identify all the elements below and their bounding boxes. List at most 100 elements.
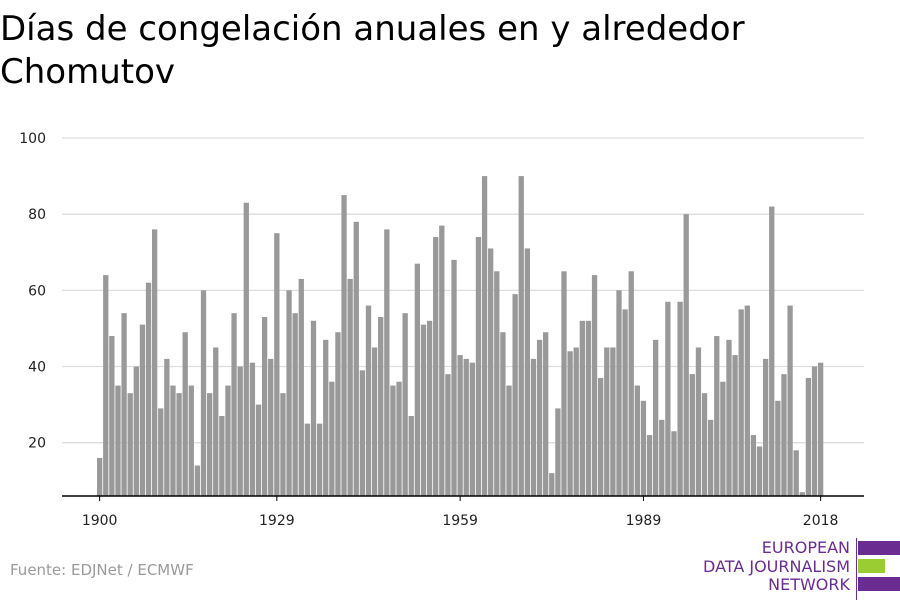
bar-2008 — [756, 446, 763, 496]
bar-1902 — [109, 336, 115, 496]
y-tick-label: 20 — [28, 436, 46, 452]
bar-1942 — [353, 221, 359, 496]
bar-2014 — [793, 450, 799, 496]
y-tick-label: 40 — [28, 360, 46, 376]
bar-1927 — [261, 317, 268, 496]
bar-1951 — [408, 416, 414, 496]
bar-2012 — [781, 374, 787, 496]
logo-purple-bar-bottom — [858, 577, 900, 591]
bar-1974 — [549, 473, 555, 496]
bar-1972 — [536, 339, 543, 496]
bar-2002 — [720, 381, 726, 496]
bar-1996 — [683, 214, 689, 496]
bar-1998 — [695, 347, 702, 496]
bar-1958 — [451, 259, 457, 496]
edjnet-logo[interactable]: EUROPEAN DATA JOURNALISM NETWORK — [700, 538, 900, 600]
y-tick-label: 100 — [19, 131, 46, 147]
bar-1936 — [316, 423, 323, 496]
bar-1968 — [512, 294, 518, 496]
x-tick-label: 1989 — [626, 513, 662, 529]
bar-1931 — [286, 290, 292, 496]
bar-1910 — [158, 408, 164, 496]
x-tick-label: 1900 — [82, 513, 118, 529]
bar-1977 — [567, 351, 573, 496]
bar-1970 — [524, 248, 530, 496]
bar-1915 — [188, 385, 194, 496]
bar-1989 — [640, 400, 647, 496]
bar-1923 — [237, 366, 243, 496]
bar-2013 — [787, 305, 793, 496]
bar-1933 — [298, 278, 304, 496]
logo-line-2: DATA JOURNALISM — [703, 557, 850, 576]
bar-2000 — [708, 419, 714, 496]
bar-2009 — [762, 358, 769, 496]
bar-1914 — [182, 332, 188, 496]
bar-1982 — [598, 377, 604, 496]
bar-1983 — [604, 347, 610, 496]
bar-1901 — [103, 275, 109, 496]
bar-1920 — [219, 416, 225, 496]
bar-1971 — [530, 358, 537, 496]
bar-1932 — [292, 313, 298, 496]
bar-1945 — [371, 347, 378, 496]
bar-1973 — [543, 332, 549, 496]
bar-1978 — [573, 347, 579, 496]
bar-1948 — [390, 385, 396, 496]
bar-1913 — [176, 393, 182, 496]
bar-1993 — [665, 301, 671, 496]
bar-1938 — [329, 381, 335, 496]
bar-2016 — [805, 377, 812, 496]
bar-1943 — [359, 370, 366, 496]
bar-1918 — [206, 393, 213, 496]
bar-2001 — [714, 336, 720, 496]
bar-1939 — [335, 332, 341, 496]
bar-1904 — [121, 313, 127, 496]
bar-1935 — [310, 320, 317, 496]
bar-1987 — [628, 271, 634, 496]
bar-1929 — [274, 233, 280, 496]
bar-2017 — [811, 366, 818, 496]
bar-1985 — [616, 290, 622, 496]
x-tick-label: 1959 — [442, 513, 478, 529]
bar-1903 — [115, 385, 121, 496]
bar-1962 — [475, 237, 482, 496]
bar-1960 — [463, 358, 469, 496]
bar-2018 — [817, 362, 824, 496]
bar-1941 — [347, 278, 353, 496]
logo-purple-bar-top — [858, 541, 900, 555]
bar-1924 — [243, 202, 249, 496]
bar-1921 — [225, 385, 231, 496]
bar-1937 — [323, 339, 329, 496]
bar-1911 — [164, 358, 170, 496]
bar-2005 — [738, 309, 744, 496]
bar-1988 — [634, 385, 640, 496]
bar-1926 — [255, 404, 262, 496]
bar-1975 — [555, 408, 561, 496]
bar-1967 — [506, 385, 512, 496]
bar-1906 — [133, 366, 139, 496]
bar-1944 — [365, 305, 372, 496]
bar-1990 — [646, 435, 653, 496]
bar-1991 — [653, 339, 659, 496]
y-tick-label: 80 — [28, 207, 46, 223]
bar-1976 — [561, 271, 567, 496]
bar-1950 — [402, 313, 408, 496]
bar-1907 — [139, 324, 146, 496]
bar-1992 — [659, 419, 665, 496]
bar-1961 — [469, 362, 476, 496]
bar-series — [97, 176, 824, 497]
y-tick-label: 60 — [28, 283, 46, 299]
logo-divider — [856, 538, 857, 600]
bar-1953 — [420, 324, 427, 496]
bar-2010 — [769, 206, 775, 496]
bar-1959 — [457, 355, 463, 496]
bar-1963 — [481, 176, 488, 496]
logo-line-1: EUROPEAN — [761, 538, 850, 557]
bar-2011 — [775, 400, 781, 496]
bar-1919 — [213, 347, 219, 496]
bar-1995 — [677, 301, 683, 496]
bar-1949 — [396, 381, 402, 496]
bar-1900 — [97, 457, 103, 496]
x-tick-label: 2018 — [803, 513, 839, 529]
